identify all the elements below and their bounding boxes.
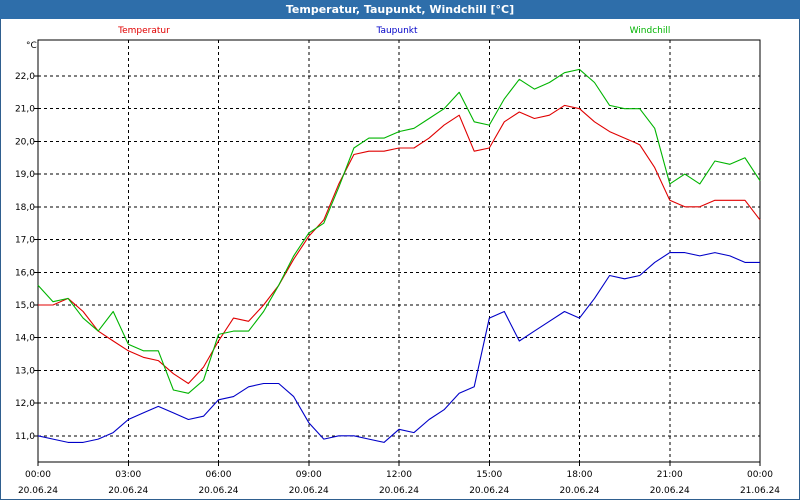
grid [38,40,760,462]
y-tick-label: 18,0 [15,203,35,213]
legend-taupunkt: Taupunkt [375,26,418,36]
series-line-temperatur [38,104,761,385]
y-tick-label: 17,0 [15,236,35,246]
series-line-windchill [37,68,761,394]
y-tick-label: 13,0 [15,366,35,376]
x-tick-time-label: 00:00 [747,470,773,480]
plot-border [37,39,761,463]
x-tick-time-label: 09:00 [296,470,322,480]
x-tick-time-label: 03:00 [115,470,141,480]
x-tick-date-label: 20.06.24 [108,486,148,496]
x-tick-date-label: 20.06.24 [469,486,509,496]
legend-windchill: Windchill [630,26,671,36]
y-tick-label: 16,0 [15,268,35,278]
y-tick-label: 19,0 [15,170,35,180]
x-tick-date-label: 20.06.24 [198,486,238,496]
legend: Temperatur Taupunkt Windchill [117,26,670,36]
x-tick-time-label: 18:00 [567,470,593,480]
x-tick-date-label: 20.06.24 [379,486,419,496]
x-tick-date-label: 21.06.24 [740,486,780,496]
y-tick-label: 11,0 [15,432,35,442]
x-tick-time-label: 15:00 [476,470,502,480]
x-tick-date-label: 20.06.24 [650,486,690,496]
axes: 11,0 12,0 13,0 14,0 15,0 16,0 17,0 18,0 19,0 20,0… [15,39,780,496]
y-tick-label: 20,0 [15,137,35,147]
x-tick-date-label: 20.06.24 [18,486,58,496]
x-tick-date-label: 20.06.24 [289,486,329,496]
series-lines [37,68,761,443]
y-tick-label: 14,0 [15,334,35,344]
y-tick-label: 21,0 [15,105,35,115]
y-axis-label: °C [26,41,37,51]
legend-temperatur: Temperatur [117,26,170,36]
chart-title: Temperatur, Taupunkt, Windchill [°C] [0,0,800,19]
y-tick-label: 22,0 [15,72,35,82]
x-tick-time-label: 12:00 [386,470,412,480]
x-tick-time-label: 06:00 [206,470,232,480]
y-tick-label: 15,0 [15,301,35,311]
y-tick-label: 12,0 [15,399,35,409]
series-line-taupunkt [37,252,760,443]
x-tick-date-label: 20.06.24 [559,486,599,496]
x-tick-time-label: 21:00 [657,470,683,480]
x-tick-time-label: 00:00 [25,470,51,480]
